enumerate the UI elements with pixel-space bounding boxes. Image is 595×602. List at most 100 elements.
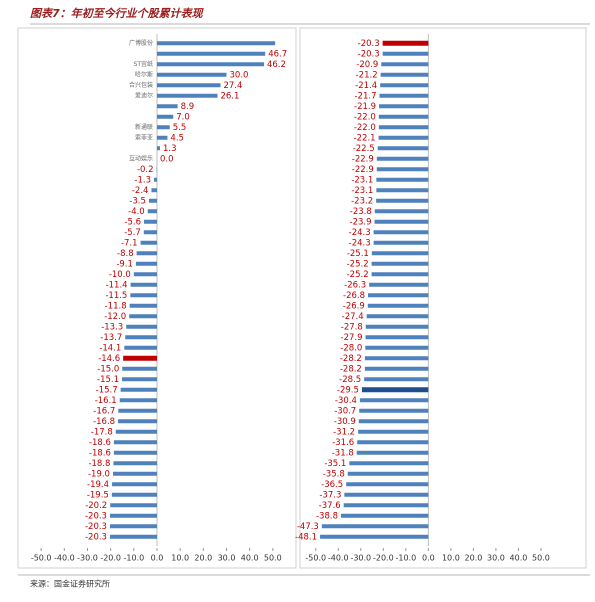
- bar: [346, 482, 428, 486]
- bar: [365, 356, 429, 360]
- x-tick-label: 40.0: [241, 554, 259, 563]
- bar: [344, 493, 428, 497]
- x-tick-label: -20.0: [100, 554, 121, 563]
- value-label: 46.7: [268, 49, 287, 59]
- x-tick-label: -10.0: [123, 554, 144, 563]
- value-label: -19.0: [88, 469, 110, 479]
- value-label: -5.7: [124, 228, 141, 238]
- value-label: -31.2: [333, 427, 355, 437]
- value-label: -21.9: [354, 102, 376, 112]
- bar: [375, 220, 429, 224]
- bar: [359, 409, 428, 413]
- bar: [134, 272, 157, 276]
- x-tick-label: 10.0: [442, 554, 460, 563]
- value-label: -27.8: [341, 322, 363, 332]
- value-label: 26.1: [220, 91, 239, 101]
- value-label: -18.6: [89, 448, 111, 458]
- value-label: -4.0: [128, 207, 145, 217]
- value-label: -24.3: [349, 228, 371, 238]
- value-label: 1.3: [163, 144, 177, 154]
- value-label: 30.0: [230, 70, 249, 80]
- value-label: 0.0: [160, 154, 174, 164]
- x-tick-label: 20.0: [194, 554, 212, 563]
- bar: [114, 451, 157, 455]
- value-label: -13.3: [101, 322, 123, 332]
- bar: [120, 398, 157, 402]
- bar: [112, 493, 157, 497]
- page-title: 图表7：年初至今行业个股累计表现: [30, 7, 205, 20]
- bar: [129, 314, 157, 318]
- bar: [157, 94, 217, 98]
- value-label: 4.5: [170, 133, 184, 143]
- bar: [383, 52, 429, 56]
- value-label: -20.2: [85, 501, 107, 511]
- value-label: -23.1: [351, 186, 373, 196]
- bar: [112, 482, 157, 486]
- value-label: -22.0: [354, 123, 376, 133]
- bar: [110, 535, 157, 539]
- bar: [377, 157, 429, 161]
- bar: [157, 125, 170, 129]
- value-label: -0.2: [137, 165, 154, 175]
- bar: [157, 41, 275, 45]
- bar: [374, 230, 429, 234]
- bar: [357, 440, 428, 444]
- value-label: -17.8: [91, 427, 113, 437]
- bar: [349, 461, 428, 465]
- bar: [122, 367, 157, 371]
- bar: [110, 503, 157, 507]
- value-label: -28.2: [340, 364, 362, 374]
- category-label: 互动娱乐: [129, 154, 153, 162]
- bar: [157, 73, 227, 77]
- bar: [377, 167, 429, 171]
- value-label: -22.1: [354, 133, 376, 143]
- bar: [381, 73, 429, 77]
- x-tick-label: 10.0: [171, 554, 189, 563]
- value-label: -48.1: [295, 532, 317, 542]
- value-label: -14.1: [99, 343, 121, 353]
- x-tick-label: -40.0: [328, 554, 349, 563]
- source: 来源：国金证券研究所: [30, 579, 110, 589]
- bar: [126, 325, 157, 329]
- bar: [358, 430, 428, 434]
- value-label: -18.6: [89, 438, 111, 448]
- value-label: -28.2: [340, 354, 362, 364]
- bar: [121, 388, 157, 392]
- value-label: -23.9: [350, 217, 372, 227]
- bar: [157, 62, 264, 66]
- bar: [376, 178, 428, 182]
- value-label: -37.6: [319, 501, 341, 511]
- bar: [381, 62, 428, 66]
- x-tick-label: 0.0: [422, 554, 435, 563]
- value-label: 46.2: [267, 60, 286, 70]
- value-label: -16.1: [95, 396, 117, 406]
- value-label: -21.4: [355, 81, 377, 91]
- value-label: -10.0: [109, 270, 131, 280]
- value-label: -28.5: [339, 375, 361, 385]
- bar: [123, 356, 157, 361]
- value-label: 27.4: [223, 81, 242, 91]
- value-label: -5.6: [124, 217, 141, 227]
- bar: [341, 514, 428, 518]
- bar: [379, 125, 429, 129]
- bar: [368, 293, 428, 297]
- value-label: 5.5: [173, 123, 187, 133]
- x-tick-label: -50.0: [31, 554, 52, 563]
- bar: [379, 104, 428, 108]
- value-label: -11.4: [106, 280, 128, 290]
- bar: [157, 104, 178, 108]
- bar: [364, 377, 428, 381]
- value-label: -26.3: [344, 280, 366, 290]
- value-label: -20.3: [85, 511, 107, 521]
- x-tick-label: -40.0: [54, 554, 75, 563]
- value-label: -35.8: [323, 469, 345, 479]
- bar: [365, 346, 428, 350]
- value-label: -2.4: [132, 186, 149, 196]
- value-label: -14.6: [98, 354, 120, 364]
- x-tick-label: 50.0: [264, 554, 282, 563]
- bar: [137, 251, 157, 255]
- value-label: -26.8: [343, 291, 365, 301]
- bar: [157, 115, 173, 119]
- bar: [124, 346, 157, 350]
- value-label: -8.8: [117, 249, 134, 259]
